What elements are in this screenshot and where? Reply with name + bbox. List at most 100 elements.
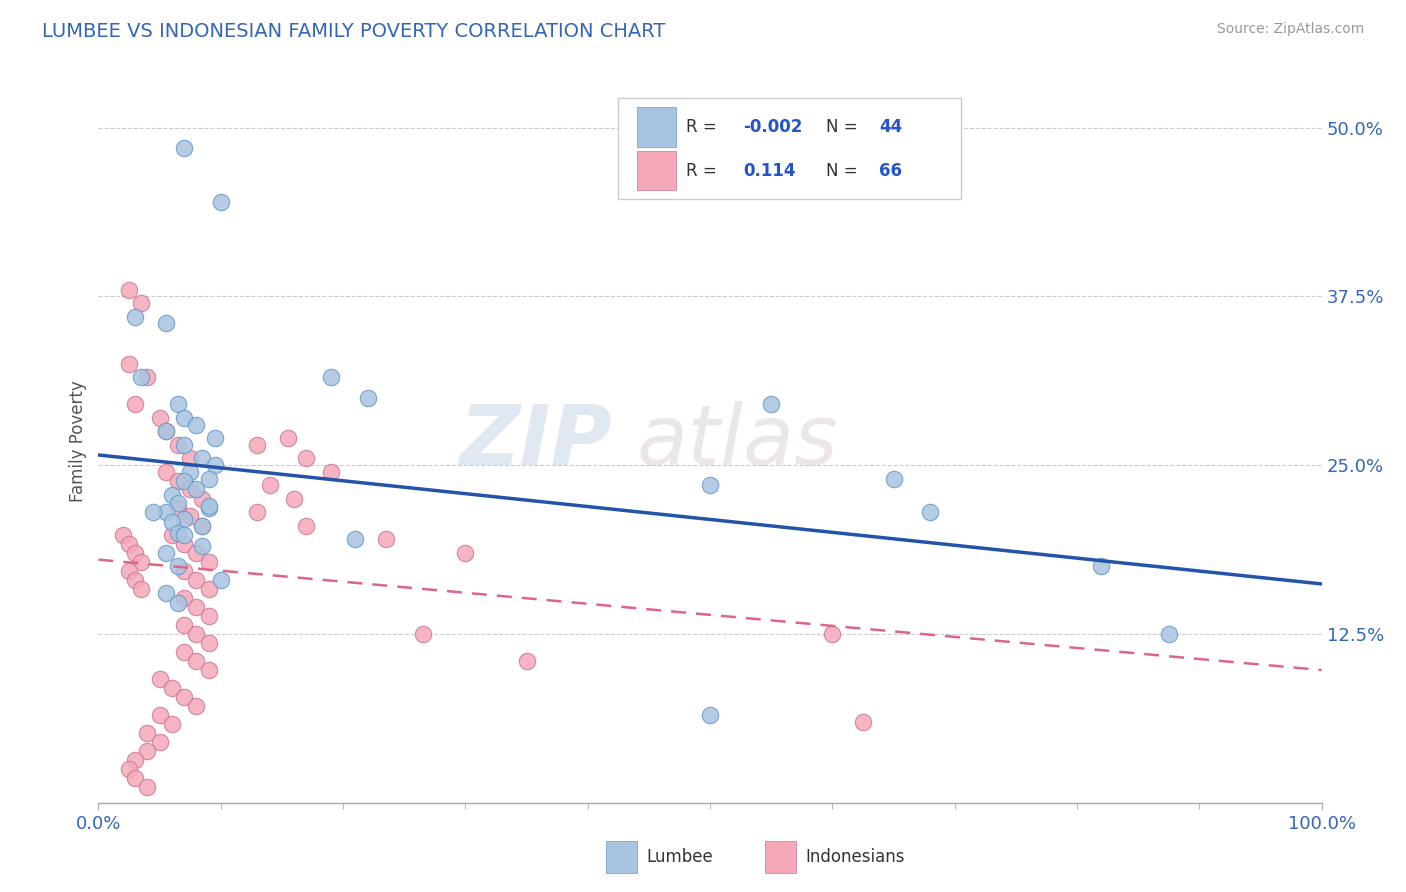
Text: 0.114: 0.114 xyxy=(742,161,796,179)
Point xyxy=(111,528,134,542)
Point xyxy=(186,654,208,668)
Point xyxy=(160,717,183,731)
Point xyxy=(142,505,165,519)
Point xyxy=(124,753,146,767)
Point xyxy=(118,536,141,550)
Point xyxy=(821,627,844,641)
Point xyxy=(412,627,434,641)
Point xyxy=(173,564,195,578)
Text: R =: R = xyxy=(686,161,716,179)
Point xyxy=(374,533,396,547)
Point xyxy=(197,582,219,597)
Point xyxy=(319,370,342,384)
Point xyxy=(167,438,190,452)
Point xyxy=(204,431,226,445)
Text: atlas: atlas xyxy=(637,401,838,482)
Point xyxy=(167,496,190,510)
Point xyxy=(155,465,177,479)
Point xyxy=(173,536,195,550)
Point xyxy=(209,194,232,209)
Point xyxy=(167,475,190,489)
Point xyxy=(167,525,190,540)
Point xyxy=(246,505,269,519)
Text: ZIP: ZIP xyxy=(460,401,612,482)
Text: 66: 66 xyxy=(879,161,901,179)
Point xyxy=(149,735,172,749)
Point xyxy=(295,451,318,466)
Point xyxy=(277,431,299,445)
Point xyxy=(136,744,159,758)
Point xyxy=(920,505,942,519)
Point xyxy=(1090,559,1112,574)
Point xyxy=(179,465,201,479)
Point xyxy=(167,501,190,516)
Point xyxy=(191,491,214,506)
Point xyxy=(155,505,177,519)
Point xyxy=(197,664,219,678)
Point xyxy=(173,475,195,489)
Point xyxy=(179,451,201,466)
Point xyxy=(149,672,172,686)
Point xyxy=(136,780,159,794)
Point xyxy=(1157,627,1180,641)
FancyBboxPatch shape xyxy=(637,107,676,147)
Point xyxy=(259,478,281,492)
Point xyxy=(283,491,305,506)
Point xyxy=(129,556,152,570)
Y-axis label: Family Poverty: Family Poverty xyxy=(69,381,87,502)
Point xyxy=(191,519,214,533)
Text: N =: N = xyxy=(827,161,858,179)
Point xyxy=(155,425,177,439)
Text: Lumbee: Lumbee xyxy=(647,848,713,866)
Point xyxy=(191,519,214,533)
Text: -0.002: -0.002 xyxy=(742,119,803,136)
Point xyxy=(155,317,177,331)
Point xyxy=(173,411,195,425)
Text: 44: 44 xyxy=(879,119,903,136)
Point xyxy=(155,425,177,439)
Point xyxy=(179,483,201,497)
Point xyxy=(186,546,208,560)
Point xyxy=(173,438,195,452)
Point xyxy=(124,310,146,324)
Point xyxy=(186,573,208,587)
Point xyxy=(186,483,208,497)
Point xyxy=(149,708,172,723)
Point xyxy=(191,451,214,466)
Point xyxy=(191,539,214,553)
Point xyxy=(197,472,219,486)
Point xyxy=(761,397,783,411)
FancyBboxPatch shape xyxy=(606,841,637,873)
Point xyxy=(160,515,183,529)
Point xyxy=(197,556,219,570)
Point xyxy=(173,512,195,526)
Point xyxy=(197,499,219,513)
Text: N =: N = xyxy=(827,119,858,136)
Point xyxy=(209,573,232,587)
Point xyxy=(173,644,195,658)
Point xyxy=(167,559,190,574)
Point xyxy=(246,438,269,452)
Point xyxy=(883,472,905,486)
Text: Source: ZipAtlas.com: Source: ZipAtlas.com xyxy=(1216,22,1364,37)
Point xyxy=(186,599,208,614)
Point xyxy=(118,564,141,578)
Point xyxy=(454,546,477,560)
Point xyxy=(160,681,183,695)
Point xyxy=(167,596,190,610)
Point xyxy=(160,488,183,502)
FancyBboxPatch shape xyxy=(765,841,796,873)
Text: Indonesians: Indonesians xyxy=(806,848,905,866)
Point xyxy=(155,546,177,560)
Point xyxy=(197,636,219,650)
Point xyxy=(136,370,159,384)
Point xyxy=(515,654,537,668)
Point xyxy=(204,458,226,472)
Point xyxy=(173,591,195,605)
Point xyxy=(129,582,152,597)
Point xyxy=(197,609,219,624)
Point xyxy=(124,772,146,786)
Point xyxy=(129,296,152,310)
Point xyxy=(852,714,875,729)
Point xyxy=(295,519,318,533)
